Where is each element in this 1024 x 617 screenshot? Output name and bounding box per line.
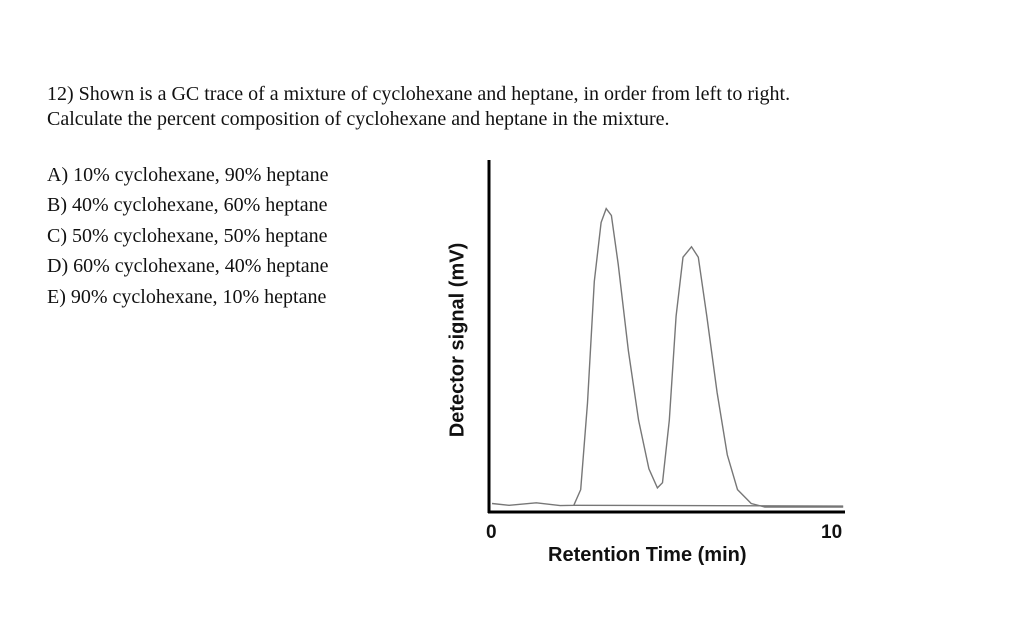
baseline-line <box>573 504 844 507</box>
option-a: A) 10% cyclohexane, 90% heptane <box>47 164 329 186</box>
x-tick-label-10: 10 <box>821 522 843 543</box>
option-e: E) 90% cyclohexane, 10% heptane <box>47 286 327 308</box>
option-d: D) 60% cyclohexane, 40% heptane <box>47 255 329 277</box>
option-b: B) 40% cyclohexane, 60% heptane <box>47 194 328 216</box>
y-axis-label: Detector signal (mV) <box>446 242 469 438</box>
x-tick-label-0: 0 <box>486 522 497 543</box>
question-line-2: Calculate the percent composition of cyc… <box>47 108 670 130</box>
option-c: C) 50% cyclohexane, 50% heptane <box>47 225 328 247</box>
question-line-1: 12) Shown is a GC trace of a mixture of … <box>47 83 791 105</box>
chromatogram-trace <box>491 207 844 508</box>
x-axis-label: Retention Time (min) <box>548 544 747 566</box>
